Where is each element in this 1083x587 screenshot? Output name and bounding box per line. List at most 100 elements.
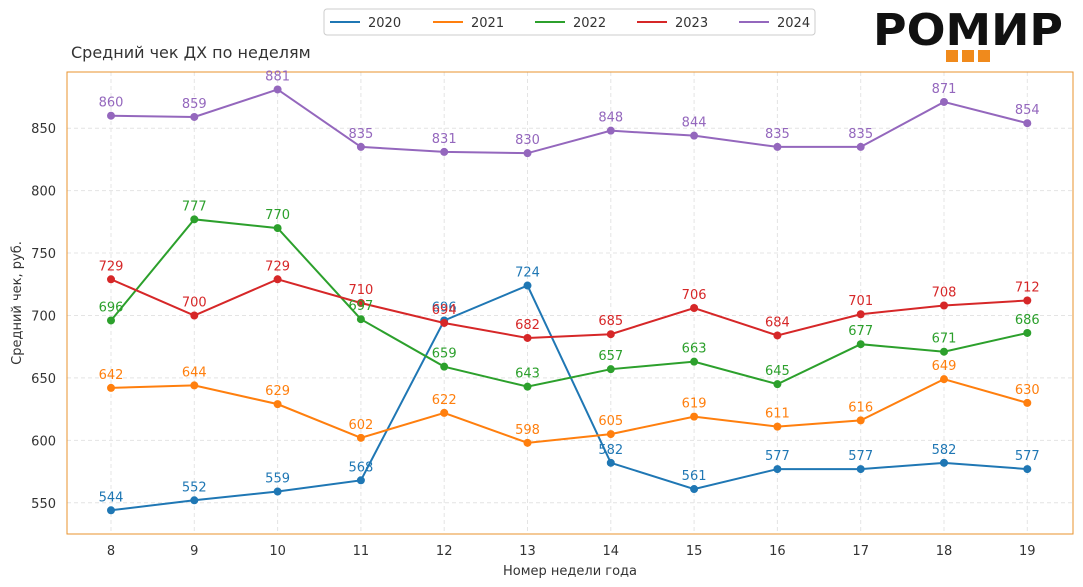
data-point-2021	[440, 408, 449, 417]
series-layer	[107, 85, 1032, 515]
data-label-2023: 729	[99, 259, 124, 274]
data-point-2022	[690, 357, 699, 366]
legend-label-2024: 2024	[777, 16, 810, 31]
data-label-2020: 559	[265, 472, 290, 487]
data-point-2020	[606, 458, 615, 467]
data-point-2024	[356, 142, 365, 151]
x-tick-label: 12	[436, 544, 453, 559]
data-label-2023: 682	[515, 318, 540, 333]
data-label-2022: 686	[1015, 313, 1040, 328]
data-point-2021	[523, 438, 532, 447]
data-label-2023: 706	[682, 288, 707, 303]
data-point-2020	[523, 281, 532, 290]
data-point-2022	[107, 316, 115, 325]
legend-label-2021: 2021	[471, 16, 504, 31]
data-label-2020: 724	[515, 266, 540, 281]
data-point-2024	[523, 149, 532, 158]
data-label-2023: 685	[598, 314, 623, 329]
data-label-2023: 712	[1015, 281, 1040, 296]
x-tick-label: 11	[353, 544, 370, 559]
data-point-2023	[606, 330, 615, 339]
data-point-2022	[273, 224, 282, 233]
data-point-2022	[356, 315, 365, 324]
data-label-2023: 729	[265, 259, 290, 274]
data-label-2022: 657	[598, 349, 623, 364]
data-point-2020	[273, 487, 282, 496]
data-point-2023	[523, 333, 532, 342]
romir-logo: РОМИР	[873, 5, 1063, 62]
y-tick-label: 600	[31, 434, 56, 449]
y-tick-label: 650	[31, 372, 56, 387]
data-point-2021	[940, 375, 948, 384]
series-line-2021	[110, 378, 1028, 444]
data-point-2021	[606, 430, 615, 439]
data-point-2022	[523, 382, 532, 391]
data-point-2024	[273, 85, 282, 94]
x-axis-label: Номер недели года	[503, 564, 637, 579]
data-point-2022	[190, 215, 199, 224]
data-point-2024	[690, 131, 699, 140]
data-point-2023	[356, 299, 365, 307]
data-label-2022: 677	[848, 324, 873, 339]
data-point-2021	[1023, 398, 1032, 407]
data-point-2022	[856, 340, 865, 349]
data-label-2020: 552	[182, 480, 207, 495]
data-label-2022: 645	[765, 364, 790, 379]
data-label-2024: 848	[598, 111, 623, 126]
data-point-2022	[440, 362, 449, 371]
data-point-2024	[1023, 119, 1032, 128]
x-axis-ticks: 8 9 10 11 12 13 14 15 16 17 18 19	[107, 544, 1036, 559]
logo-square-1	[946, 50, 958, 62]
data-point-2023	[273, 275, 282, 284]
data-label-2024: 881	[265, 69, 290, 84]
x-tick-label: 8	[107, 544, 115, 559]
legend-label-2022: 2022	[573, 16, 606, 31]
data-point-2021	[356, 433, 365, 442]
y-tick-label: 700	[31, 309, 56, 324]
x-tick-label: 18	[936, 544, 953, 559]
data-point-2024	[606, 126, 615, 135]
data-labels: 544 552 559 568 696 724 582 561 577 577 582 577 642 6…	[99, 69, 1040, 505]
data-label-2021: 630	[1015, 383, 1040, 398]
x-tick-label: 15	[686, 544, 703, 559]
y-axis-label: Средний чек, руб.	[10, 241, 25, 365]
data-label-2023: 710	[348, 283, 373, 298]
data-label-2020: 544	[99, 490, 124, 505]
y-tick-label: 800	[31, 185, 56, 200]
series-line-2022	[110, 218, 1028, 388]
y-axis-ticks: 550 600 650 700 750 800 850	[31, 122, 56, 512]
data-label-2023: 708	[932, 285, 957, 300]
data-point-2020	[356, 476, 365, 485]
data-point-2022	[606, 365, 615, 374]
data-label-2021: 619	[682, 397, 707, 412]
data-point-2023	[856, 310, 865, 319]
y-tick-label: 550	[31, 497, 56, 512]
data-label-2024: 860	[99, 96, 124, 111]
data-label-2021: 649	[932, 359, 957, 374]
data-label-2020: 577	[1015, 449, 1040, 464]
data-point-2024	[440, 147, 449, 156]
data-point-2020	[1023, 465, 1032, 474]
data-point-2023	[107, 275, 115, 284]
data-label-2021: 644	[182, 365, 207, 380]
data-point-2021	[107, 383, 115, 392]
data-label-2022: 697	[348, 299, 373, 314]
legend: 2020 2021 2022 2023 2024	[323, 8, 816, 36]
data-label-2023: 694	[432, 303, 457, 318]
data-label-2024: 831	[432, 132, 457, 147]
data-label-2020: 561	[682, 469, 707, 484]
data-label-2020: 577	[848, 449, 873, 464]
data-label-2024: 830	[515, 133, 540, 148]
data-label-2024: 835	[765, 127, 790, 142]
logo-text: РОМИР	[873, 5, 1063, 56]
x-tick-label: 9	[190, 544, 198, 559]
data-point-2020	[856, 465, 865, 474]
legend-box	[323, 8, 816, 36]
data-label-2020: 577	[765, 449, 790, 464]
data-point-2021	[773, 422, 782, 431]
data-point-2023	[690, 303, 699, 312]
data-point-2023	[440, 318, 449, 327]
data-label-2022: 671	[932, 332, 957, 347]
data-label-2020: 696	[432, 300, 457, 315]
